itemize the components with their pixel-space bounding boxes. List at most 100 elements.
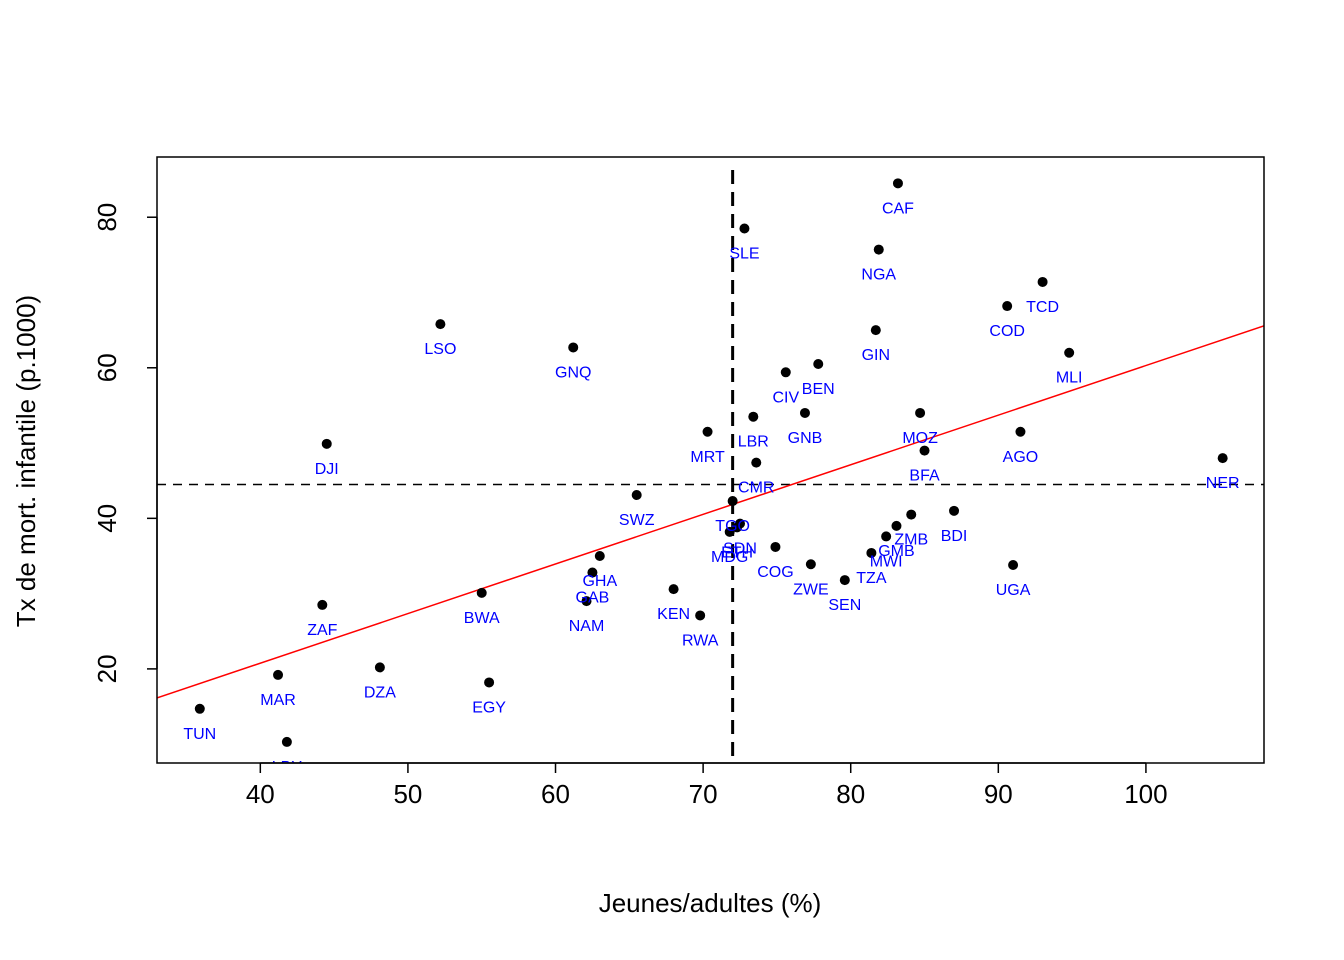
point-label: SWZ <box>619 512 655 529</box>
data-point <box>702 426 713 437</box>
point-label: GHA <box>582 573 617 590</box>
data-point <box>1002 301 1013 312</box>
data-point <box>799 407 810 418</box>
point-label: MWI <box>870 553 903 570</box>
data-point <box>780 367 791 378</box>
x-axis-label: Jeunes/adultes (%) <box>599 888 822 918</box>
point-label: LBY <box>272 759 303 776</box>
point-label: BWA <box>464 610 500 627</box>
y-tick-label: 20 <box>92 654 122 683</box>
point-label: LSO <box>424 341 456 358</box>
data-point <box>668 584 679 595</box>
data-point <box>881 531 892 542</box>
point-label: GAB <box>576 590 610 607</box>
point-label: NGA <box>861 267 896 284</box>
data-point <box>273 669 284 680</box>
point-label: KEN <box>657 606 690 623</box>
data-point <box>915 407 926 418</box>
data-point <box>949 505 960 516</box>
point-label: MAR <box>260 692 296 709</box>
y-axis: 20 40 60 80 <box>92 203 158 683</box>
data-point <box>587 567 598 578</box>
data-point <box>476 587 487 598</box>
point-label: SDN <box>723 541 757 558</box>
data-point <box>1015 426 1026 437</box>
data-point <box>870 325 881 336</box>
x-tick-label: 40 <box>246 779 275 809</box>
data-point <box>739 223 750 234</box>
data-point <box>484 677 495 688</box>
regression-line <box>157 325 1264 699</box>
x-tick-label: 50 <box>393 779 422 809</box>
point-label: TZA <box>856 570 887 587</box>
point-label: TUN <box>183 726 216 743</box>
y-axis-label: Tx de mort. infantile (p.1000) <box>11 295 41 627</box>
data-point <box>751 457 762 468</box>
point-label: BFA <box>909 468 940 485</box>
point-label: TCD <box>1026 299 1059 316</box>
x-tick-label: 80 <box>836 779 865 809</box>
x-tick-label: 90 <box>984 779 1013 809</box>
data-point <box>873 244 884 255</box>
point-label: ZWE <box>793 581 829 598</box>
point-label: GNB <box>788 430 823 447</box>
data-point <box>724 526 735 537</box>
data-point <box>1037 276 1048 287</box>
point-label: SLE <box>729 246 759 263</box>
data-point <box>866 547 877 558</box>
point-label: NAM <box>569 618 605 635</box>
point-label: ZMB <box>894 532 928 549</box>
data-point <box>735 518 746 529</box>
point-label: MRT <box>690 449 725 466</box>
point-label: NER <box>1206 475 1240 492</box>
point-label: TGO <box>715 518 750 535</box>
x-axis: 40 50 60 70 80 90 100 <box>246 762 1168 809</box>
data-point <box>581 596 592 607</box>
data-point <box>727 496 738 507</box>
point-label: GNQ <box>555 364 591 381</box>
point-label: DZA <box>364 684 396 701</box>
point-label: CMR <box>738 480 774 497</box>
point-label: UGA <box>996 582 1031 599</box>
point-label: EGY <box>472 699 506 716</box>
point-label: CAF <box>882 200 914 217</box>
data-point <box>594 550 605 561</box>
data-point <box>317 599 328 610</box>
data-point <box>1064 347 1075 358</box>
data-point <box>919 445 930 456</box>
point-label: MDG <box>711 549 748 566</box>
point-label: SEN <box>828 597 861 614</box>
point-label: ETH <box>721 544 753 561</box>
y-tick-label: 80 <box>92 203 122 232</box>
point-label: CIV <box>772 389 799 406</box>
point-label: BDI <box>941 528 968 545</box>
data-point <box>770 541 781 552</box>
point-label: COD <box>989 323 1025 340</box>
y-tick-label: 40 <box>92 504 122 533</box>
point-label: ZAF <box>307 622 337 639</box>
data-point <box>813 359 824 370</box>
data-point <box>1217 453 1228 464</box>
data-point <box>281 736 292 747</box>
x-tick-label: 100 <box>1124 779 1167 809</box>
point-label: COG <box>757 564 793 581</box>
x-tick-label: 60 <box>541 779 570 809</box>
point-label: MOZ <box>902 430 938 447</box>
point-label: MLI <box>1056 370 1083 387</box>
data-point <box>631 490 642 501</box>
data-point <box>435 319 446 330</box>
data-point <box>891 520 902 531</box>
data-point <box>568 342 579 353</box>
data-point <box>839 575 850 586</box>
data-point <box>321 438 332 449</box>
point-label: GIN <box>862 347 890 364</box>
data-point <box>892 178 903 189</box>
data-point <box>805 559 816 570</box>
data-point <box>194 703 205 714</box>
point-label: DJI <box>315 461 339 478</box>
data-point <box>695 610 706 621</box>
data-point <box>748 411 759 422</box>
data-point <box>374 662 385 673</box>
